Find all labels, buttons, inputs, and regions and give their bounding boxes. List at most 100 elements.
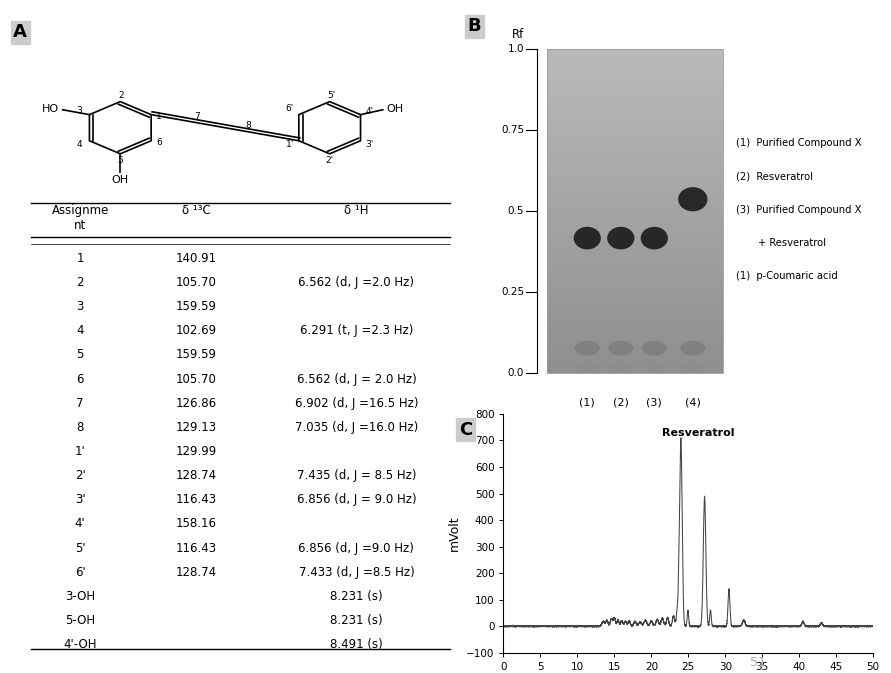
Text: (3): (3) [646, 398, 662, 408]
Bar [547, 198, 723, 204]
Text: 2: 2 [119, 92, 125, 100]
Ellipse shape [609, 362, 633, 370]
Text: 5': 5' [75, 542, 86, 555]
Bar [547, 68, 723, 75]
Text: B: B [468, 17, 481, 36]
Bar [547, 366, 723, 373]
Text: (2): (2) [613, 398, 629, 408]
Text: 159.59: 159.59 [176, 300, 217, 313]
Bar [547, 107, 723, 113]
Text: 1': 1' [75, 445, 86, 458]
Text: 6': 6' [286, 104, 294, 113]
Bar [547, 100, 723, 107]
Bar [547, 211, 723, 217]
Text: 6: 6 [77, 373, 84, 386]
Bar [547, 314, 723, 321]
Text: 2': 2' [75, 469, 86, 482]
Bar [547, 302, 723, 308]
Bar [547, 256, 723, 262]
Text: 2': 2' [325, 157, 334, 166]
Bar [547, 94, 723, 100]
Text: HO: HO [42, 104, 59, 114]
Ellipse shape [680, 341, 706, 356]
Text: 8.491 (s): 8.491 (s) [330, 638, 383, 651]
Text: 6': 6' [75, 566, 86, 579]
Y-axis label: mVolt: mVolt [447, 516, 461, 551]
Text: 8.231 (s): 8.231 (s) [330, 590, 383, 603]
Bar [547, 282, 723, 288]
Text: Assignme
nt: Assignme nt [52, 205, 109, 232]
Bar [547, 146, 723, 152]
Text: (3)  Purified Compound X: (3) Purified Compound X [736, 205, 861, 215]
Text: OH: OH [387, 104, 404, 114]
Bar [547, 159, 723, 166]
Text: 5: 5 [77, 349, 84, 361]
Text: 5: 5 [118, 157, 123, 166]
Bar [547, 230, 723, 236]
Bar [547, 113, 723, 120]
Text: OH: OH [111, 175, 129, 185]
Text: 0.25: 0.25 [501, 287, 524, 297]
Text: Resveratrol: Resveratrol [662, 428, 735, 437]
Bar [547, 184, 723, 191]
Ellipse shape [576, 362, 599, 370]
Bar [547, 288, 723, 295]
Text: 3: 3 [77, 106, 83, 115]
Text: 105.70: 105.70 [176, 276, 217, 289]
Text: 1.0: 1.0 [508, 44, 524, 54]
Text: 6.856 (d, J = 9.0 Hz): 6.856 (d, J = 9.0 Hz) [297, 493, 416, 506]
Bar [547, 340, 723, 347]
Text: (1): (1) [579, 398, 595, 408]
Bar [547, 321, 723, 327]
Text: 1': 1' [286, 139, 294, 149]
Bar [547, 191, 723, 198]
Text: 0.75: 0.75 [501, 125, 524, 135]
Text: 4': 4' [75, 518, 86, 530]
Bar [547, 275, 723, 282]
Text: 8: 8 [77, 421, 84, 434]
Text: 159.59: 159.59 [176, 349, 217, 361]
Bar [547, 353, 723, 359]
Text: (2)  Resveratrol: (2) Resveratrol [736, 172, 813, 182]
Bar [547, 166, 723, 172]
Bar [547, 61, 723, 68]
Bar [547, 178, 723, 184]
Bar [547, 359, 723, 366]
Text: 4': 4' [365, 107, 373, 116]
Bar [547, 81, 723, 87]
Bar [547, 250, 723, 256]
Text: 6: 6 [156, 138, 162, 147]
Text: (1)  p-Coumaric acid: (1) p-Coumaric acid [736, 271, 838, 281]
Bar [547, 217, 723, 223]
Text: 4'-OH: 4'-OH [63, 638, 97, 651]
Bar [547, 120, 723, 127]
Text: 105.70: 105.70 [176, 373, 217, 386]
Bar [547, 139, 723, 146]
Text: δ ¹³C: δ ¹³C [182, 205, 210, 217]
Text: + Resveratrol: + Resveratrol [736, 238, 826, 248]
Ellipse shape [609, 341, 634, 356]
Ellipse shape [575, 341, 600, 356]
Text: 3': 3' [365, 139, 373, 149]
Text: 6.902 (d, J =16.5 Hz): 6.902 (d, J =16.5 Hz) [295, 396, 418, 410]
Text: (1)  Purified Compound X: (1) Purified Compound X [736, 139, 861, 148]
Text: 4: 4 [77, 140, 83, 149]
Text: 7.433 (d, J =8.5 Hz): 7.433 (d, J =8.5 Hz) [298, 566, 414, 579]
Text: 3': 3' [75, 493, 86, 506]
Bar [547, 347, 723, 353]
Text: 7.435 (d, J = 8.5 Hz): 7.435 (d, J = 8.5 Hz) [297, 469, 416, 482]
Bar [547, 55, 723, 61]
Text: δ ¹H: δ ¹H [344, 205, 369, 217]
Ellipse shape [678, 187, 707, 211]
Text: 7.035 (d, J =16.0 Hz): 7.035 (d, J =16.0 Hz) [295, 421, 418, 434]
Text: (4): (4) [685, 398, 700, 408]
Text: 126.86: 126.86 [176, 396, 217, 410]
Ellipse shape [574, 227, 601, 250]
Text: 3: 3 [77, 300, 84, 313]
Text: 128.74: 128.74 [176, 566, 217, 579]
Text: 140.91: 140.91 [176, 252, 217, 264]
Bar [547, 295, 723, 302]
Text: 1: 1 [77, 252, 84, 264]
Text: 116.43: 116.43 [176, 493, 217, 506]
Text: 6.291 (t, J =2.3 Hz): 6.291 (t, J =2.3 Hz) [299, 324, 413, 337]
